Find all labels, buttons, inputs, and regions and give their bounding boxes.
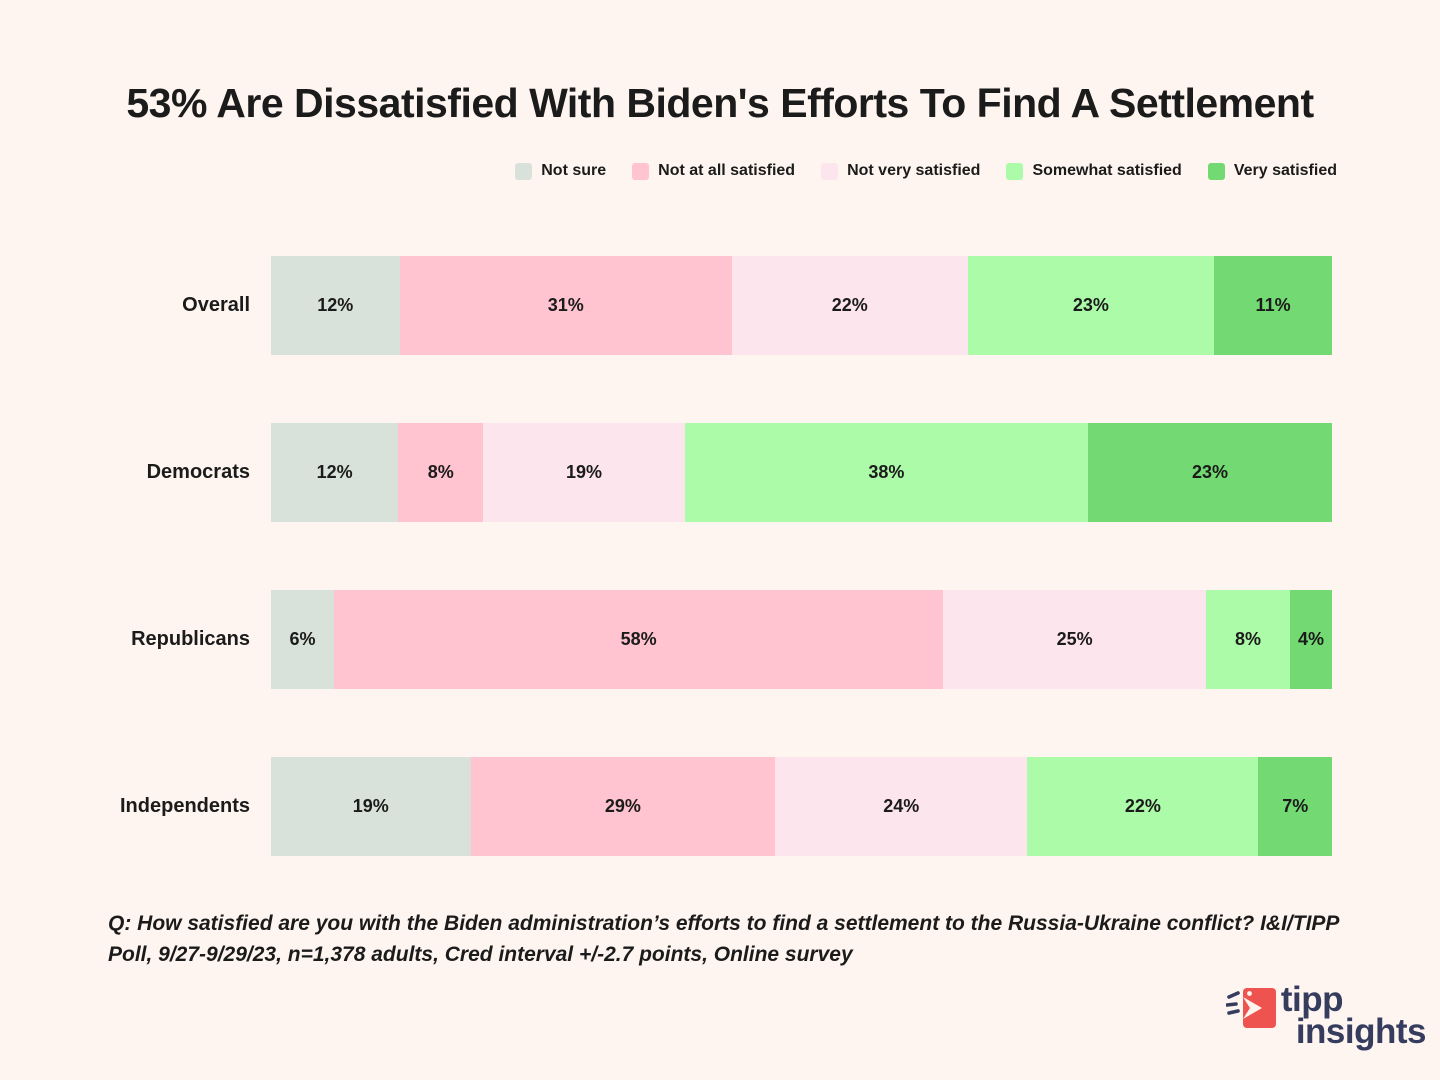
bar-segment: 58% [334,590,944,689]
segment-value-label: 31% [547,295,584,315]
logo-word-tipp: tipp [1280,980,1344,1019]
bar-segment: 8% [398,423,484,522]
category-label: Democrats [146,461,250,483]
bar-segment: 31% [399,256,732,355]
legend-swatch-icon [1006,162,1024,180]
legend-swatch-icon [632,162,650,180]
bar-segment: 8% [1205,590,1290,689]
tipp-insights-logo-icon [1225,988,1276,1028]
segment-value-label: 19% [352,796,389,816]
legend-label: Not very satisfied [847,162,981,179]
legend-swatch-icon [1207,162,1225,180]
segment-value-label: 23% [1072,295,1109,315]
footnote: Q: How satisfied are you with the Biden … [108,912,1339,967]
bar-segment: 12% [271,423,399,522]
bar-segment: 6% [271,590,335,689]
segment-value-label: 8% [1234,629,1261,649]
legend-item: Not very satisfied [821,162,980,180]
legend-label: Very satisfied [1233,162,1337,179]
legend: Not sure Not at all satisfied Not very sat… [515,162,1337,180]
tipp-insights-logo: tipp insights [1225,980,1427,1052]
chart-row: Republicans 6% 58% 25% 8% 4% [0,590,1440,689]
legend-label: Somewhat satisfied [1032,162,1182,179]
legend-swatch-icon [821,162,839,180]
legend-label: Not at all satisfied [658,162,796,179]
legend-item: Somewhat satisfied [1006,162,1182,180]
bar-segment: 7% [1258,757,1332,856]
bar-segment: 19% [271,757,471,856]
chart-row: Overall 12% 31% 22% 23% 11% [0,256,1440,355]
segment-value-label: 38% [868,462,905,482]
bar-segment: 29% [470,757,776,856]
stacked-bar: 12% 31% 22% 23% 11% [271,256,1333,355]
segment-value-label: 24% [883,796,920,816]
stacked-bar: 6% 58% 25% 8% 4% [271,590,1332,689]
bar-segment: 25% [943,590,1206,689]
segment-value-label: 19% [565,462,602,482]
segment-value-label: 12% [316,462,353,482]
chart-row: Democrats 12% 8% 19% 38% 23% [0,423,1440,522]
segment-value-label: 22% [831,295,868,315]
segment-value-label: 11% [1255,295,1291,315]
segment-value-label: 8% [427,462,454,482]
segment-value-label: 4% [1297,629,1324,649]
bar-segment: 23% [1087,423,1332,522]
legend-item: Very satisfied [1207,162,1337,180]
logo-text: tipp insights [1280,980,1427,1052]
bar-segment: 22% [1027,757,1259,856]
chart-rows: Overall 12% 31% 22% 23% 11% Democrats 12% 8% 19% 3… [0,256,1440,924]
category-label: Overall [182,294,250,316]
page-title: 53% Are Dissatisfied With Biden's Effort… [126,80,1314,126]
bar-segment: 12% [271,256,400,355]
segment-value-label: 29% [604,796,641,816]
legend-label: Not sure [541,162,607,179]
category-label: Republicans [131,628,250,650]
chart-row: Independents 19% 29% 24% 22% 7% [0,757,1440,856]
segment-value-label: 58% [620,629,657,649]
bar-segment: 22% [731,256,968,355]
legend-swatch-icon [515,162,533,180]
segment-value-label: 23% [1191,462,1228,482]
logo-word-insights: insights [1295,1012,1427,1052]
bar-segment: 19% [483,423,685,522]
segment-value-label: 7% [1282,796,1309,816]
bar-segment: 11% [1214,256,1333,355]
segment-value-label: 25% [1056,629,1093,649]
bar-segment: 4% [1289,590,1332,689]
bar-segment: 24% [775,757,1028,856]
bar-segment: 23% [967,256,1215,355]
category-label: Independents [119,795,250,817]
bar-segment: 38% [684,423,1088,522]
segment-value-label: 12% [317,295,354,315]
stacked-bar: 19% 29% 24% 22% 7% [271,757,1332,856]
stacked-bar: 12% 8% 19% 38% 23% [271,423,1332,522]
segment-value-label: 6% [289,629,316,649]
legend-item: Not sure [515,162,606,180]
segment-value-label: 22% [1124,796,1161,816]
legend-item: Not at all satisfied [632,162,795,180]
